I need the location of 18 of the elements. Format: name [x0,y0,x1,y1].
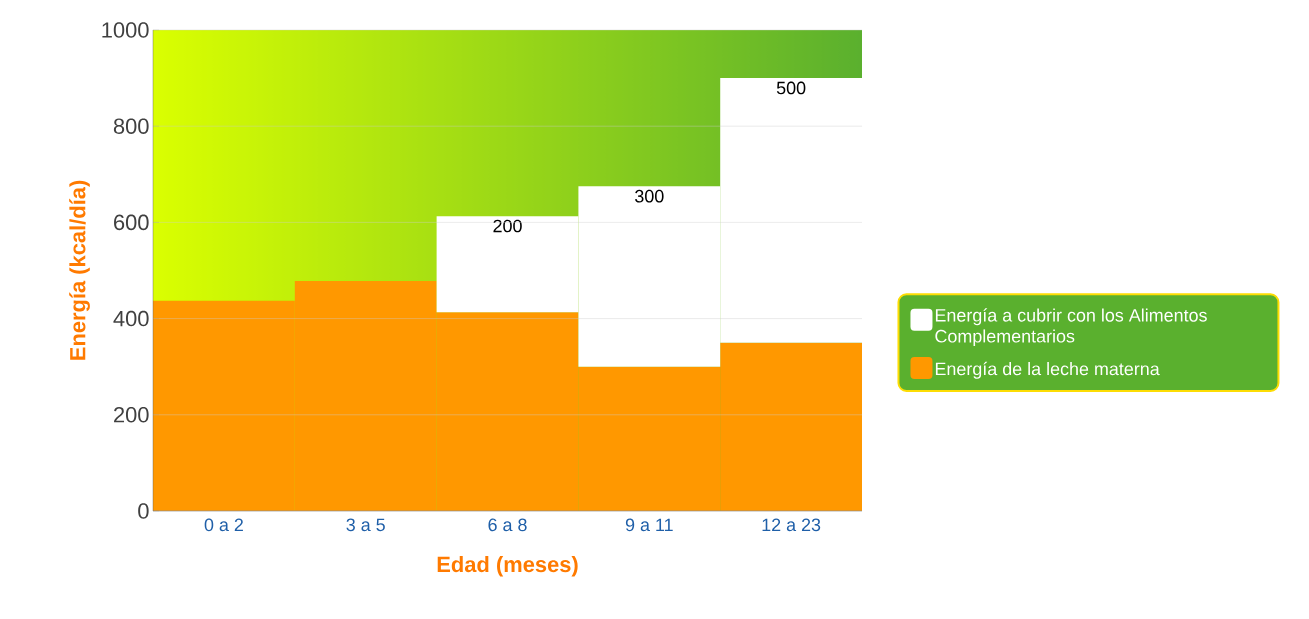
x-tick-label: 9 a 11 [625,518,673,532]
annotation: 200 [493,219,522,233]
annotation: 300 [635,189,664,203]
y-axis-title: Energía (kcal/día) [69,180,90,360]
annotation: 500 [776,81,806,95]
x-tick-label: 6 a 8 [488,518,527,532]
x-axis-title: Edad (meses) [437,556,578,577]
y-tick-label: 600 [114,214,149,231]
x-tick-label: 12 a 23 [762,518,821,532]
y-tick-label: 400 [113,310,149,327]
x-tick-label: 3 a 5 [346,518,385,532]
y-tick-label: 0 [138,503,149,519]
y-tick-label: 800 [113,118,149,134]
y-tick-label: 200 [114,407,149,423]
legend-label: Energía a cubrir con los Alimentos Complementarios [935,308,1207,347]
y-tick-label: 1000 [102,22,149,38]
x-tick-label: 0 a 2 [204,518,243,532]
legend-label: Energía de la leche materna [935,361,1160,379]
